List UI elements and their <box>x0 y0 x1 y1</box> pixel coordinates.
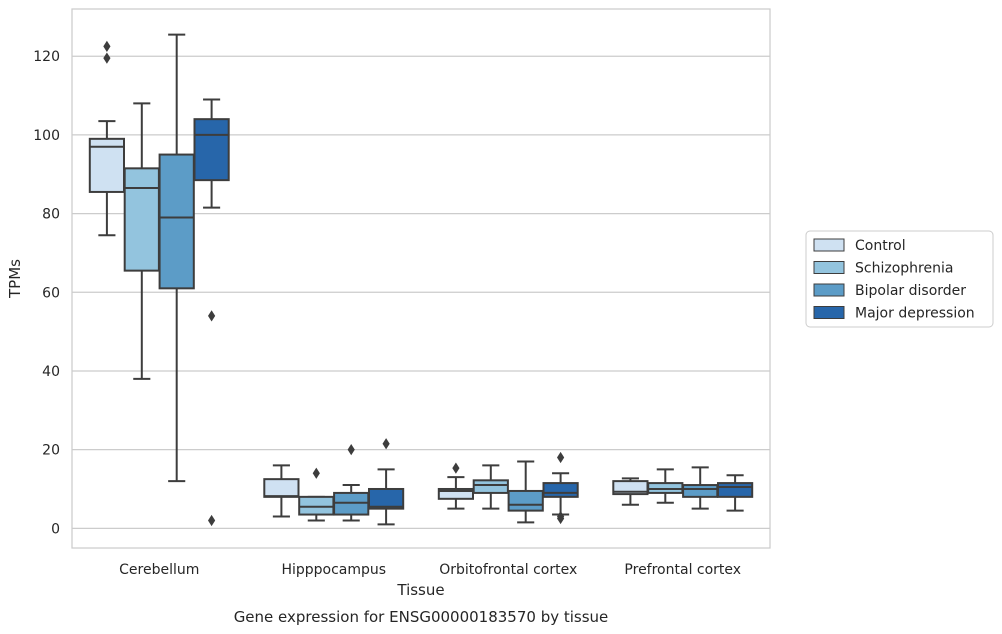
outlier-point <box>103 52 111 64</box>
y-tick-label: 60 <box>42 285 60 301</box>
box-body <box>472 479 509 494</box>
box-body <box>193 118 230 182</box>
x-axis-label: Tissue <box>396 581 444 599</box>
outlier-point <box>452 462 460 474</box>
outlier-point <box>103 40 111 53</box>
box-1-0 <box>263 464 300 518</box>
box-3-2 <box>682 466 719 510</box>
legend-label: Bipolar disorder <box>855 283 966 299</box>
outlier-point <box>208 514 216 527</box>
box-body <box>542 482 579 498</box>
box-3-3 <box>716 474 754 512</box>
chart-caption: Gene expression for ENSG00000183570 by t… <box>234 608 609 626</box>
outlier-point <box>382 438 390 450</box>
box-body <box>123 167 160 272</box>
legend-frame <box>805 230 994 328</box>
y-tick-labels: 0 20 40 60 80 100 120 <box>33 49 60 537</box>
y-axis-label: TPMs <box>6 259 24 299</box>
legend-swatch <box>813 306 845 319</box>
x-tick-label: Orbitofrontal cortex <box>439 562 577 578</box>
y-tick-label: 100 <box>33 128 60 144</box>
box-body <box>158 153 195 290</box>
legend-label: Schizophrenia <box>855 261 953 277</box>
box-0-1 <box>123 102 160 380</box>
x-tick-labels: Cerebellum Hipppocampus Orbitofrontal cort… <box>119 562 741 578</box>
y-tick-label: 40 <box>42 364 60 380</box>
box-body <box>716 482 754 498</box>
outlier-point <box>557 451 565 464</box>
y-tick-label: 80 <box>42 207 60 223</box>
box-body <box>263 478 300 498</box>
box-3-0 <box>612 477 649 506</box>
x-tick-label: Hipppocampus <box>281 562 386 578</box>
box-0-2 <box>158 33 195 483</box>
box-1-2 <box>333 444 370 522</box>
box-body <box>682 484 719 498</box>
y-tick-label: 120 <box>33 49 60 65</box>
box-body <box>507 489 544 512</box>
x-tick-label: Cerebellum <box>119 562 199 578</box>
box-2-2 <box>507 460 544 524</box>
outlier-point <box>208 310 216 322</box>
legend-label: Control <box>855 238 906 254</box>
y-tick-label: 20 <box>42 443 60 459</box>
outlier-point <box>347 444 355 456</box>
box-3-1 <box>647 468 684 504</box>
box-0-0 <box>88 40 126 237</box>
box-body <box>367 487 405 510</box>
box-0-3 <box>193 98 230 527</box>
box-1-3 <box>367 438 405 526</box>
legend: Control Schizophrenia Bipolar disorder Majo… <box>805 230 994 328</box>
plot-frame <box>71 8 771 549</box>
y-tick-label: 0 <box>51 521 60 537</box>
legend-swatch <box>813 238 845 252</box>
box-2-3 <box>542 451 579 525</box>
legend-label: Major depression <box>855 306 975 322</box>
box-1-1 <box>298 467 335 522</box>
box-2-0 <box>437 462 475 510</box>
boxes-layer <box>88 33 754 527</box>
outlier-point <box>557 510 565 523</box>
legend-swatch <box>813 283 845 297</box>
outlier-point <box>312 467 320 479</box>
x-tick-label: Prefrontal cortex <box>624 562 741 578</box>
legend-swatch <box>813 261 845 274</box>
box-2-1 <box>472 464 509 510</box>
